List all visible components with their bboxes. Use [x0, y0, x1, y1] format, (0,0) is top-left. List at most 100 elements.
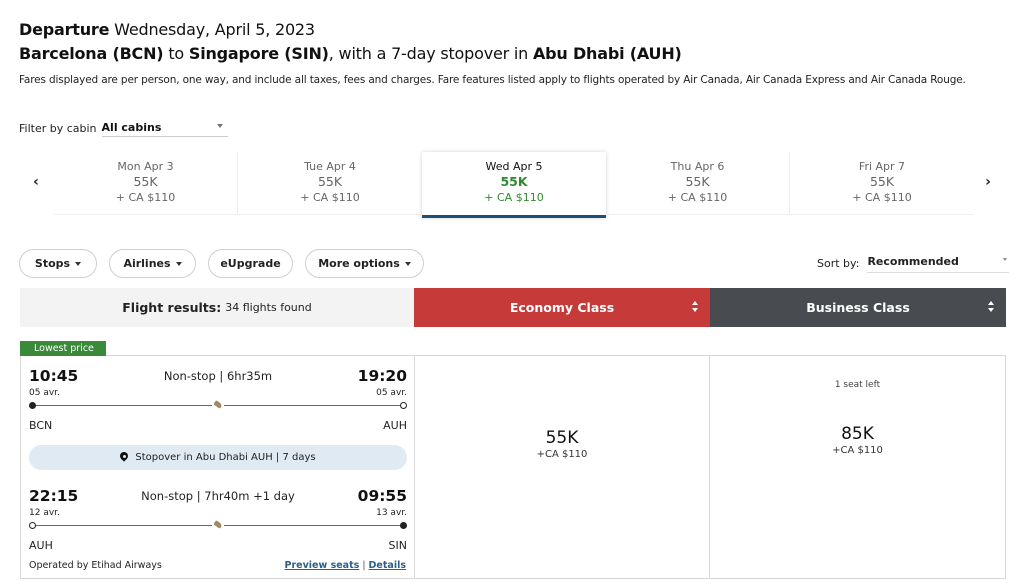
date-option-fri-apr-7[interactable]: Fri Apr 7 55K + CA $110: [790, 152, 974, 215]
airlines-label: Airlines: [123, 257, 171, 270]
stopover-text: Stopover in Abu Dhabi AUH | 7 days: [135, 452, 316, 463]
airline-logo-icon: [212, 520, 224, 530]
cabin-filter-label: Filter by cabin: [19, 122, 97, 135]
results-count: 34 flights found: [225, 301, 312, 314]
economy-tax: +CA $110: [536, 449, 588, 460]
sort-control: Sort by: Recommended: [817, 254, 1010, 273]
route-middle: , with a 7-day stopover in: [328, 44, 529, 63]
chevron-down-icon: [216, 124, 223, 128]
date-option-wed-apr-5[interactable]: Wed Apr 5 55K + CA $110: [422, 152, 606, 218]
arrival-date: 05 avr.: [376, 388, 407, 398]
airline-logo-icon: [212, 400, 224, 410]
departure-time: 22:15: [29, 487, 79, 505]
date-tax: + CA $110: [852, 191, 912, 204]
destination-dot-icon: [400, 522, 407, 529]
date-tax: + CA $110: [115, 191, 176, 204]
link-separator: |: [362, 560, 366, 571]
sort-select[interactable]: Recommended: [867, 254, 1010, 273]
chevron-right-icon[interactable]: ›: [985, 174, 991, 190]
more-options-button[interactable]: More options: [305, 249, 424, 278]
date-points: 55K: [317, 174, 343, 189]
date-tax: + CA $110: [484, 191, 544, 204]
date-option-mon-apr-3[interactable]: Mon Apr 3 55K + CA $110: [54, 152, 238, 215]
segment-info: Non-stop | 7hr40m +1 day: [141, 489, 295, 503]
departure-heading: Departure Wednesday, April 5, 2023: [19, 20, 315, 39]
preview-seats-link[interactable]: Preview seats: [284, 560, 360, 571]
date-tax: + CA $110: [667, 191, 728, 204]
flight-links: Preview seats | Details: [285, 560, 407, 571]
arrival-time: 09:55: [357, 487, 407, 505]
stops-label: Stops: [34, 257, 71, 270]
date-points: 55K: [685, 174, 710, 189]
eupgrade-label: eUpgrade: [220, 257, 281, 270]
cabin-select[interactable]: All cabins: [101, 120, 228, 137]
business-class-label: Business Class: [806, 300, 910, 315]
route-heading: Barcelona (BCN) to Singapore (SIN), with…: [19, 44, 682, 63]
departure-airport: AUH: [29, 539, 53, 552]
departure-label: Departure: [19, 20, 110, 39]
date-day: Fri Apr 7: [858, 160, 906, 173]
more-options-label: More options: [318, 257, 400, 270]
fare-note: Fares displayed are per person, one way,…: [19, 74, 966, 86]
cabin-filter: Filter by cabin All cabins: [19, 120, 228, 137]
sort-select-value: Recommended: [867, 255, 959, 268]
departure-date: 05 avr.: [29, 388, 60, 398]
route-stopover: Abu Dhabi (AUH): [532, 44, 682, 63]
location-pin-icon: [120, 452, 128, 463]
date-day: Thu Apr 6: [670, 160, 725, 173]
details-link[interactable]: Details: [368, 560, 406, 571]
date-day: Tue Apr 4: [304, 160, 356, 173]
date-points: 55K: [500, 174, 528, 189]
arrival-date: 13 avr.: [376, 508, 407, 518]
sort-arrows-icon: [988, 301, 994, 313]
date-day: Wed Apr 5: [485, 160, 543, 173]
caret-down-icon: [404, 261, 411, 266]
chevron-left-icon[interactable]: ‹: [33, 174, 39, 190]
economy-class-label: Economy Class: [509, 300, 615, 315]
business-class-header[interactable]: Business Class: [710, 288, 1006, 327]
arrival-airport: AUH: [383, 419, 407, 432]
departure-time: 10:45: [29, 367, 79, 385]
route-destination: Singapore (SIN): [188, 44, 329, 63]
departure-date: 12 avr.: [29, 508, 60, 518]
caret-down-icon: [175, 261, 182, 266]
origin-dot-icon: [29, 402, 36, 409]
seats-left: 1 seat left: [834, 380, 881, 390]
stopover-banner: Stopover in Abu Dhabi AUH | 7 days: [29, 445, 407, 470]
flight-segment-2: 22:15 Non-stop | 7hr40m +1 day 09:55 12 …: [29, 487, 407, 557]
flight-segment-1: 10:45 Non-stop | 6hr35m 19:20 05 avr. 05…: [29, 367, 407, 437]
destination-dot-icon: [400, 402, 407, 409]
date-day: Mon Apr 3: [117, 160, 174, 173]
results-header: Flight results: 34 flights found: [20, 288, 414, 327]
date-tax: + CA $110: [300, 191, 360, 204]
chevron-down-icon: [1003, 258, 1008, 261]
departure-date: Wednesday, April 5, 2023: [114, 20, 315, 39]
arrival-time: 19:20: [357, 367, 407, 385]
sort-label: Sort by:: [817, 257, 860, 270]
business-fare-cell[interactable]: 1 seat left 85K +CA $110: [710, 355, 1006, 579]
flight-card: 10:45 Non-stop | 6hr35m 19:20 05 avr. 05…: [20, 355, 414, 579]
airlines-filter-button[interactable]: Airlines: [109, 249, 196, 278]
active-date-underline: [422, 215, 606, 218]
sort-arrows-icon: [692, 301, 698, 313]
route-to: to: [168, 44, 184, 63]
date-strip: ‹ Mon Apr 3 55K + CA $110 Tue Apr 4 55K …: [20, 152, 1004, 218]
arrival-airport: SIN: [388, 539, 407, 552]
date-points: 55K: [133, 174, 158, 189]
departure-airport: BCN: [29, 419, 53, 432]
stops-filter-button[interactable]: Stops: [19, 249, 97, 278]
date-option-tue-apr-4[interactable]: Tue Apr 4 55K + CA $110: [238, 152, 422, 215]
segment-info: Non-stop | 6hr35m: [163, 369, 273, 383]
route-origin: Barcelona (BCN): [19, 44, 164, 63]
economy-fare-cell[interactable]: 55K +CA $110: [414, 355, 710, 579]
results-label: Flight results:: [122, 300, 222, 315]
economy-class-header[interactable]: Economy Class: [414, 288, 710, 327]
economy-points: 55K: [545, 428, 579, 448]
lowest-price-badge: Lowest price: [20, 341, 106, 356]
date-option-thu-apr-6[interactable]: Thu Apr 6 55K + CA $110: [606, 152, 790, 215]
business-points: 85K: [841, 424, 874, 444]
eupgrade-filter-button[interactable]: eUpgrade: [208, 249, 293, 278]
business-tax: +CA $110: [832, 445, 883, 456]
operated-by: Operated by Etihad Airways: [29, 560, 162, 571]
caret-down-icon: [75, 261, 82, 266]
